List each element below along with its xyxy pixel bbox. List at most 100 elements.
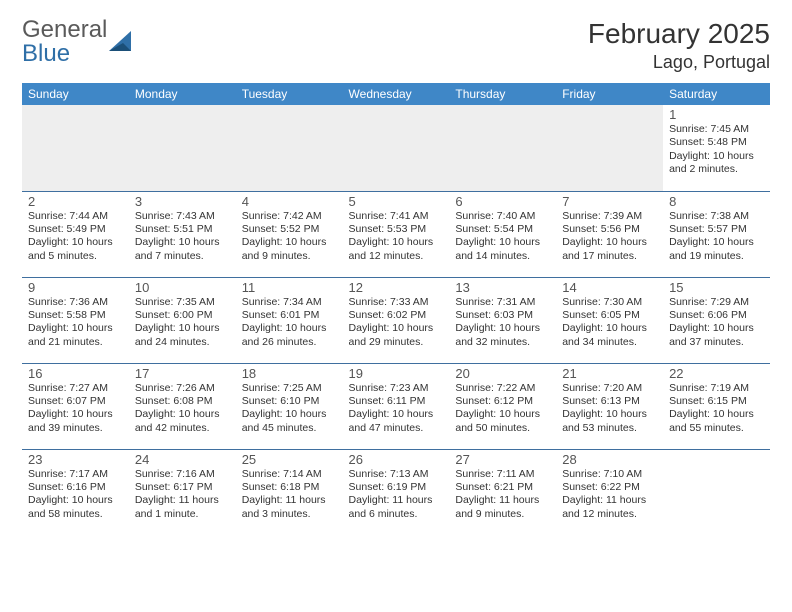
day-info: Sunrise: 7:23 AMSunset: 6:11 PMDaylight:… <box>349 382 444 436</box>
calendar-cell <box>236 105 343 191</box>
sunrise-text: Sunrise: 7:16 AM <box>135 468 230 481</box>
sunset-text: Sunset: 6:06 PM <box>669 309 764 322</box>
sunrise-text: Sunrise: 7:44 AM <box>28 210 123 223</box>
day-number: 25 <box>242 452 337 467</box>
sunset-text: Sunset: 5:48 PM <box>669 136 764 149</box>
day-info: Sunrise: 7:26 AMSunset: 6:08 PMDaylight:… <box>135 382 230 436</box>
sunset-text: Sunset: 6:02 PM <box>349 309 444 322</box>
calendar-cell: 8Sunrise: 7:38 AMSunset: 5:57 PMDaylight… <box>663 191 770 277</box>
daylight-text: Daylight: 10 hours and 50 minutes. <box>455 408 550 435</box>
day-header: Wednesday <box>343 83 450 105</box>
sunset-text: Sunset: 6:22 PM <box>562 481 657 494</box>
sunset-text: Sunset: 6:13 PM <box>562 395 657 408</box>
calendar-cell: 1Sunrise: 7:45 AMSunset: 5:48 PMDaylight… <box>663 105 770 191</box>
calendar-cell: 24Sunrise: 7:16 AMSunset: 6:17 PMDayligh… <box>129 449 236 535</box>
daylight-text: Daylight: 10 hours and 19 minutes. <box>669 236 764 263</box>
day-info: Sunrise: 7:30 AMSunset: 6:05 PMDaylight:… <box>562 296 657 350</box>
day-info: Sunrise: 7:39 AMSunset: 5:56 PMDaylight:… <box>562 210 657 264</box>
day-number: 7 <box>562 194 657 209</box>
daylight-text: Daylight: 10 hours and 26 minutes. <box>242 322 337 349</box>
sunset-text: Sunset: 5:51 PM <box>135 223 230 236</box>
day-info: Sunrise: 7:27 AMSunset: 6:07 PMDaylight:… <box>28 382 123 436</box>
daylight-text: Daylight: 11 hours and 12 minutes. <box>562 494 657 521</box>
day-header: Sunday <box>22 83 129 105</box>
sunrise-text: Sunrise: 7:11 AM <box>455 468 550 481</box>
sunset-text: Sunset: 6:10 PM <box>242 395 337 408</box>
calendar-cell <box>129 105 236 191</box>
day-info: Sunrise: 7:36 AMSunset: 5:58 PMDaylight:… <box>28 296 123 350</box>
day-info: Sunrise: 7:14 AMSunset: 6:18 PMDaylight:… <box>242 468 337 522</box>
sunset-text: Sunset: 6:17 PM <box>135 481 230 494</box>
sunset-text: Sunset: 6:15 PM <box>669 395 764 408</box>
calendar-cell: 17Sunrise: 7:26 AMSunset: 6:08 PMDayligh… <box>129 363 236 449</box>
day-info: Sunrise: 7:44 AMSunset: 5:49 PMDaylight:… <box>28 210 123 264</box>
calendar-cell: 13Sunrise: 7:31 AMSunset: 6:03 PMDayligh… <box>449 277 556 363</box>
day-number: 23 <box>28 452 123 467</box>
day-number: 19 <box>349 366 444 381</box>
sunset-text: Sunset: 6:07 PM <box>28 395 123 408</box>
sunrise-text: Sunrise: 7:19 AM <box>669 382 764 395</box>
calendar-cell: 26Sunrise: 7:13 AMSunset: 6:19 PMDayligh… <box>343 449 450 535</box>
header-row: General Blue February 2025 Lago, Portuga… <box>22 18 770 73</box>
day-info: Sunrise: 7:43 AMSunset: 5:51 PMDaylight:… <box>135 210 230 264</box>
calendar-cell <box>663 449 770 535</box>
day-number: 27 <box>455 452 550 467</box>
daylight-text: Daylight: 10 hours and 55 minutes. <box>669 408 764 435</box>
daylight-text: Daylight: 11 hours and 1 minute. <box>135 494 230 521</box>
day-info: Sunrise: 7:38 AMSunset: 5:57 PMDaylight:… <box>669 210 764 264</box>
calendar-week: 16Sunrise: 7:27 AMSunset: 6:07 PMDayligh… <box>22 363 770 449</box>
calendar-cell: 5Sunrise: 7:41 AMSunset: 5:53 PMDaylight… <box>343 191 450 277</box>
day-info: Sunrise: 7:16 AMSunset: 6:17 PMDaylight:… <box>135 468 230 522</box>
sunset-text: Sunset: 6:12 PM <box>455 395 550 408</box>
day-number: 6 <box>455 194 550 209</box>
daylight-text: Daylight: 10 hours and 32 minutes. <box>455 322 550 349</box>
sunrise-text: Sunrise: 7:25 AM <box>242 382 337 395</box>
day-number: 9 <box>28 280 123 295</box>
sunset-text: Sunset: 6:21 PM <box>455 481 550 494</box>
calendar-cell: 18Sunrise: 7:25 AMSunset: 6:10 PMDayligh… <box>236 363 343 449</box>
daylight-text: Daylight: 10 hours and 29 minutes. <box>349 322 444 349</box>
calendar-cell <box>343 105 450 191</box>
sunset-text: Sunset: 5:57 PM <box>669 223 764 236</box>
calendar-week: 9Sunrise: 7:36 AMSunset: 5:58 PMDaylight… <box>22 277 770 363</box>
sunset-text: Sunset: 5:49 PM <box>28 223 123 236</box>
calendar-cell: 25Sunrise: 7:14 AMSunset: 6:18 PMDayligh… <box>236 449 343 535</box>
day-number: 1 <box>669 107 764 122</box>
sunrise-text: Sunrise: 7:43 AM <box>135 210 230 223</box>
sunrise-text: Sunrise: 7:30 AM <box>562 296 657 309</box>
calendar-cell: 21Sunrise: 7:20 AMSunset: 6:13 PMDayligh… <box>556 363 663 449</box>
day-info: Sunrise: 7:33 AMSunset: 6:02 PMDaylight:… <box>349 296 444 350</box>
calendar-cell: 2Sunrise: 7:44 AMSunset: 5:49 PMDaylight… <box>22 191 129 277</box>
sunrise-text: Sunrise: 7:40 AM <box>455 210 550 223</box>
day-info: Sunrise: 7:10 AMSunset: 6:22 PMDaylight:… <box>562 468 657 522</box>
sunrise-text: Sunrise: 7:45 AM <box>669 123 764 136</box>
sunset-text: Sunset: 6:00 PM <box>135 309 230 322</box>
title-block: February 2025 Lago, Portugal <box>588 18 770 73</box>
day-number: 3 <box>135 194 230 209</box>
sunrise-text: Sunrise: 7:27 AM <box>28 382 123 395</box>
day-number: 11 <box>242 280 337 295</box>
day-header: Tuesday <box>236 83 343 105</box>
calendar-cell: 3Sunrise: 7:43 AMSunset: 5:51 PMDaylight… <box>129 191 236 277</box>
day-number: 15 <box>669 280 764 295</box>
sunset-text: Sunset: 6:05 PM <box>562 309 657 322</box>
day-number: 21 <box>562 366 657 381</box>
month-title: February 2025 <box>588 18 770 50</box>
calendar-cell: 10Sunrise: 7:35 AMSunset: 6:00 PMDayligh… <box>129 277 236 363</box>
sunrise-text: Sunrise: 7:36 AM <box>28 296 123 309</box>
day-info: Sunrise: 7:31 AMSunset: 6:03 PMDaylight:… <box>455 296 550 350</box>
sunrise-text: Sunrise: 7:17 AM <box>28 468 123 481</box>
daylight-text: Daylight: 10 hours and 21 minutes. <box>28 322 123 349</box>
sunrise-text: Sunrise: 7:26 AM <box>135 382 230 395</box>
day-header: Thursday <box>449 83 556 105</box>
calendar-table: SundayMondayTuesdayWednesdayThursdayFrid… <box>22 83 770 535</box>
daylight-text: Daylight: 11 hours and 9 minutes. <box>455 494 550 521</box>
calendar-cell: 27Sunrise: 7:11 AMSunset: 6:21 PMDayligh… <box>449 449 556 535</box>
daylight-text: Daylight: 10 hours and 12 minutes. <box>349 236 444 263</box>
sunrise-text: Sunrise: 7:42 AM <box>242 210 337 223</box>
day-info: Sunrise: 7:41 AMSunset: 5:53 PMDaylight:… <box>349 210 444 264</box>
day-number: 20 <box>455 366 550 381</box>
day-header: Monday <box>129 83 236 105</box>
sunset-text: Sunset: 6:01 PM <box>242 309 337 322</box>
day-info: Sunrise: 7:25 AMSunset: 6:10 PMDaylight:… <box>242 382 337 436</box>
